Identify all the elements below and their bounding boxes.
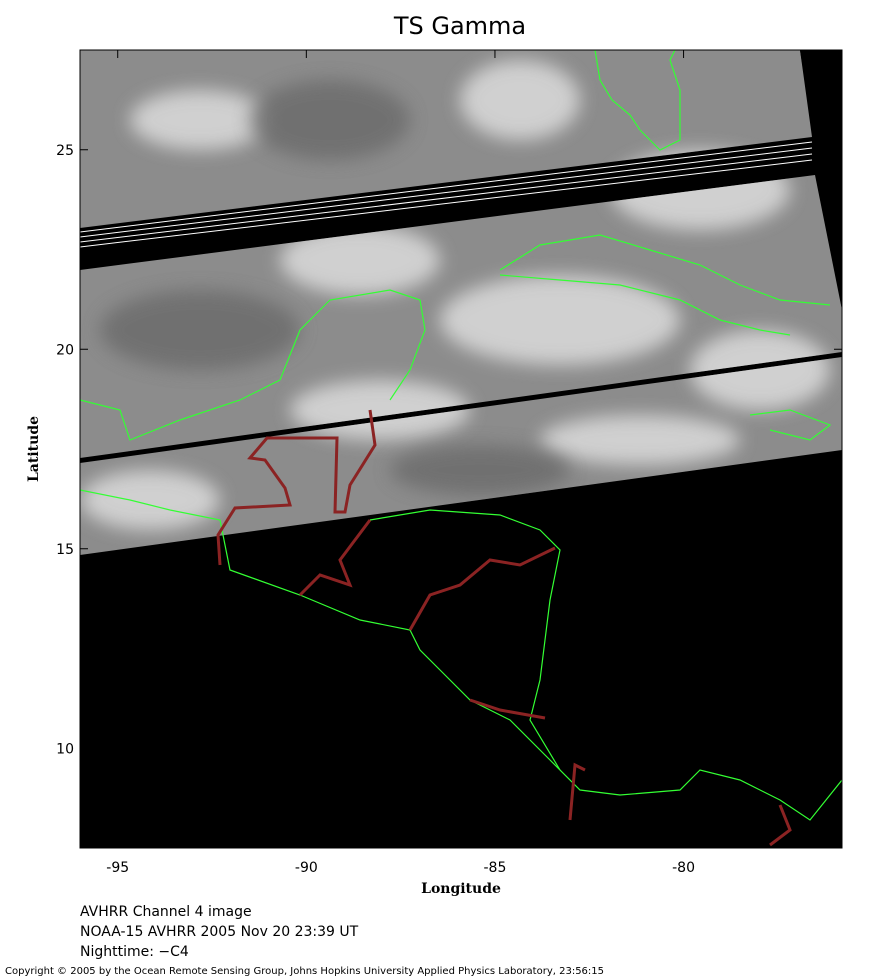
x-axis-label: Longitude	[421, 881, 501, 897]
borders	[216, 409, 792, 847]
scan-stripes	[80, 141, 813, 248]
y-axis-label: Latitude	[26, 416, 42, 482]
caption: AVHRR Channel 4 image	[80, 904, 252, 920]
x-tick-label: -85	[484, 860, 507, 876]
y-tick-label: 15	[56, 542, 74, 558]
x-tick-label: -95	[106, 860, 129, 876]
title: TS Gamma	[393, 12, 526, 40]
x-tick-label: -80	[672, 860, 695, 876]
satellite-image	[80, 50, 842, 848]
caption: NOAA-15 AVHRR 2005 Nov 20 23:39 UT	[80, 924, 359, 940]
copyright: Copyright © 2005 by the Ocean Remote Sen…	[5, 966, 604, 977]
y-tick-label: 10	[56, 741, 74, 757]
y-tick-label: 20	[56, 342, 74, 358]
x-tick-label: -90	[295, 860, 318, 876]
y-tick-label: 25	[56, 143, 74, 159]
coastlines	[80, 50, 842, 821]
plot-frame	[79, 49, 843, 849]
caption: Nighttime: −C4	[80, 944, 189, 960]
